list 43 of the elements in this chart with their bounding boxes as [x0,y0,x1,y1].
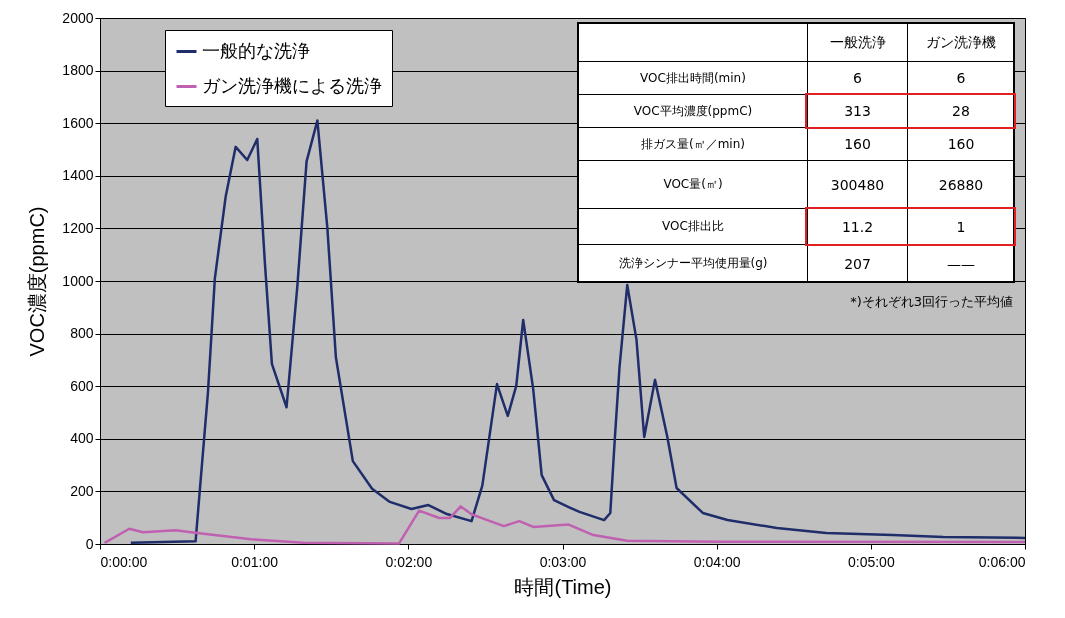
annotation: *)それぞれ3回行った平均値 [850,293,1013,311]
annotation: VOC平均濃度(ppmC) [579,95,808,128]
y-tick-label: 200 [70,482,94,499]
annotation: 300480 [808,161,908,209]
legend-label: 一般的な洗浄 [202,40,310,61]
annotation: 排ガス量(㎥／min) [579,128,808,161]
annotation: VOC量(㎥) [579,161,808,209]
annotation: 313 [808,95,908,128]
annotation: 6 [808,62,908,95]
annotation: —— [908,245,1015,283]
annotation: 28 [908,95,1015,128]
y-tick-label: 1000 [62,272,94,289]
y-axis-title: VOC濃度(ppmC) [26,206,49,357]
x-tick-label: 0:01:00 [231,553,279,570]
y-tick-label: 1400 [62,167,94,184]
x-tick-label: 0:05:00 [847,553,895,570]
x-tick-label: 0:00:00 [100,553,148,570]
annotation: 160 [908,128,1015,161]
y-tick-label: 400 [70,430,94,447]
y-tick-label: 1200 [62,219,94,236]
y-tick-label: 800 [70,325,94,342]
annotation: 11.2 [808,209,908,245]
annotation: 洗浄シンナー平均使用量(g) [579,245,808,283]
x-tick-label: 0:02:00 [385,553,433,570]
annotation: ガン洗浄機 [908,24,1015,62]
y-tick-label: 0 [85,535,94,552]
x-axis-title: 時間(Time) [514,575,612,598]
annotation: 6 [908,62,1015,95]
annotation: 一般洗浄 [808,24,908,62]
x-tick-label: 0:06:00 [978,553,1026,570]
annotation: VOC排出比 [579,209,808,245]
annotation: VOC排出時間(min) [579,62,808,95]
y-tick-label: 600 [70,377,94,394]
annotation: 1 [908,209,1015,245]
annotation: 160 [808,128,908,161]
y-tick-label: 2000 [62,9,94,26]
annotation: 26880 [908,161,1015,209]
y-tick-label: 1800 [62,62,94,79]
legend-label: ガン洗浄機による洗浄 [202,75,382,96]
x-tick-label: 0:04:00 [693,553,741,570]
y-tick-label: 1600 [62,114,94,131]
x-tick-label: 0:03:00 [539,553,587,570]
annotation: 207 [808,245,908,283]
